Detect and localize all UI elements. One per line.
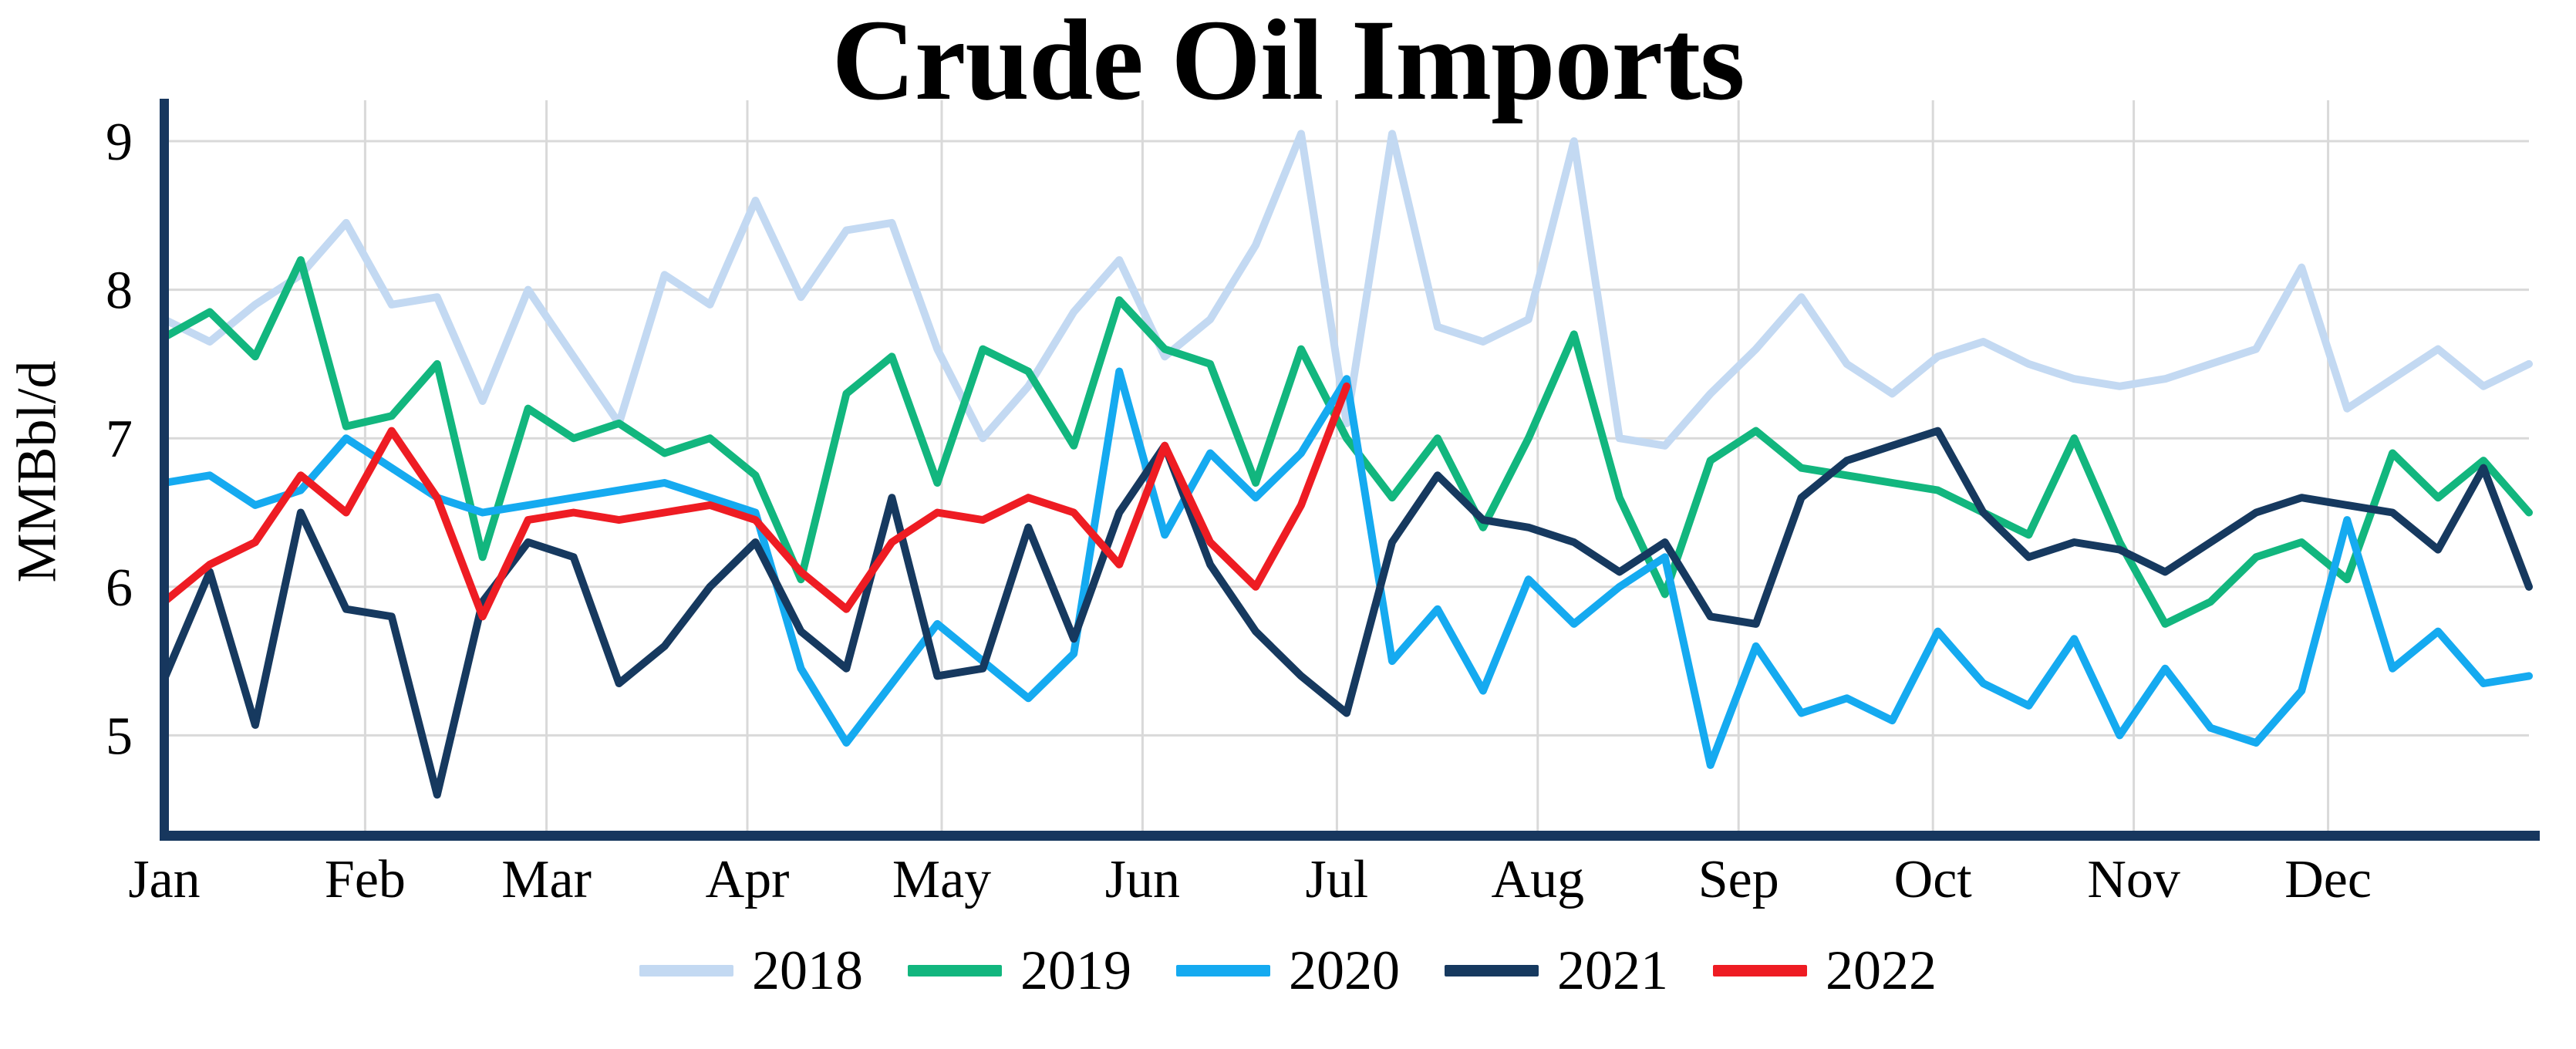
y-tick-label: 5 <box>106 707 133 766</box>
x-tick-label: Mar <box>501 850 592 909</box>
legend-item-2020: 2020 <box>1176 939 1400 1001</box>
series-line-2020 <box>160 367 2533 769</box>
legend-label: 2022 <box>1826 939 1937 1001</box>
y-tick-label: 9 <box>106 113 133 172</box>
legend-item-2018: 2018 <box>639 939 863 1001</box>
x-tick-label: Apr <box>706 850 790 909</box>
y-axis-spine <box>160 99 169 840</box>
x-tick-label: Feb <box>325 850 406 909</box>
x-tick-label: Aug <box>1492 850 1585 909</box>
legend-label: 2020 <box>1289 939 1400 1001</box>
legend-label: 2019 <box>1020 939 1131 1001</box>
y-tick-label: 6 <box>106 558 133 618</box>
legend-swatch-2021 <box>1445 964 1539 976</box>
x-axis-spine <box>160 831 2540 841</box>
x-tick-label: Oct <box>1894 850 1973 909</box>
legend-swatch-2020 <box>1176 964 1270 976</box>
series-line-2021 <box>160 427 2533 799</box>
legend: 2018 2019 2020 2021 2022 <box>0 939 2576 1001</box>
legend-item-2022: 2022 <box>1713 939 1937 1001</box>
x-tick-label: Jan <box>128 850 200 909</box>
series-line-2022 <box>160 382 1350 621</box>
x-tick-label: Dec <box>2284 850 2372 909</box>
legend-swatch-2018 <box>639 964 733 976</box>
legend-item-2019: 2019 <box>908 939 1131 1001</box>
series-line-2019 <box>160 256 2533 628</box>
legend-label: 2018 <box>752 939 863 1001</box>
x-tick-label: Nov <box>2087 850 2180 909</box>
y-tick-label: 8 <box>106 261 133 321</box>
x-tick-label: Jul <box>1306 850 1369 909</box>
legend-label: 2021 <box>1557 939 1668 1001</box>
legend-item-2021: 2021 <box>1445 939 1668 1001</box>
x-tick-label: Jun <box>1105 850 1180 909</box>
chart-title: Crude Oil Imports <box>831 0 1745 124</box>
legend-swatch-2019 <box>908 964 1002 976</box>
legend-swatch-2022 <box>1713 964 1807 976</box>
series-line-2018 <box>160 130 2533 450</box>
y-tick-label: 7 <box>106 410 133 469</box>
x-tick-label: Sep <box>1698 850 1779 909</box>
x-tick-label: May <box>892 850 991 909</box>
